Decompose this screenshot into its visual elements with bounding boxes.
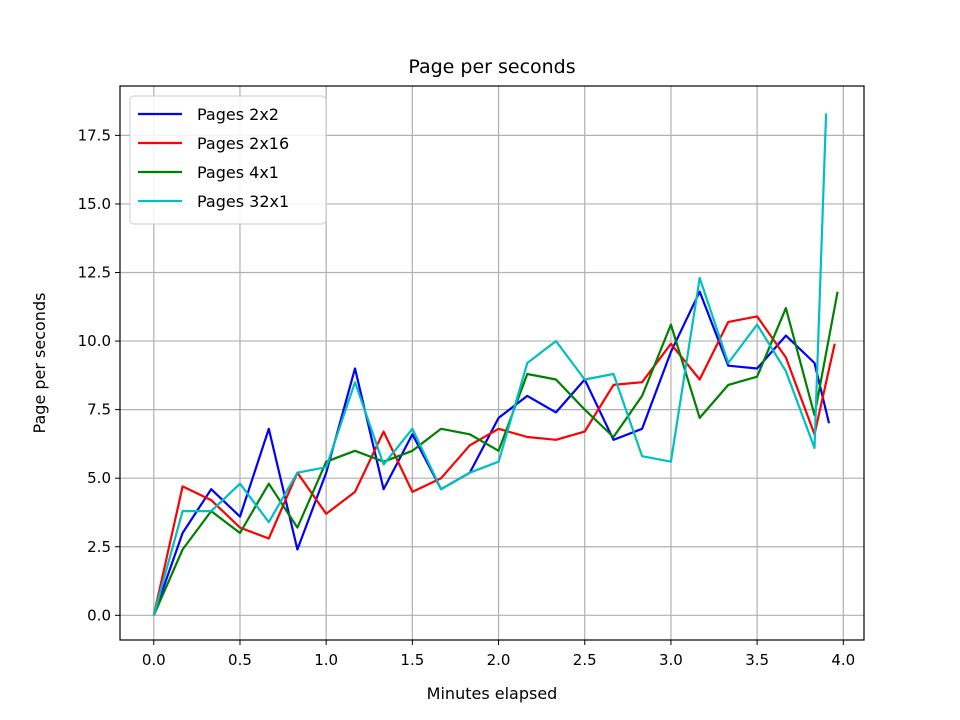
x-tick-label: 4.0 xyxy=(831,651,855,669)
legend: Pages 2x2 Pages 2x16 Pages 4x1 Pages 32x1 xyxy=(129,95,327,225)
legend-label: Pages 4x1 xyxy=(197,163,279,182)
y-tick-label: 2.5 xyxy=(87,538,111,556)
x-tick-label: 3.0 xyxy=(659,651,683,669)
y-tick-label: 10.0 xyxy=(78,332,111,350)
x-axis-ticks: 0.0 0.5 1.0 1.5 2.0 2.5 3.0 3.5 4.0 xyxy=(142,640,855,669)
x-tick-label: 0.5 xyxy=(228,651,252,669)
y-tick-label: 12.5 xyxy=(78,263,111,281)
x-tick-label: 2.0 xyxy=(487,651,511,669)
series-line-1 xyxy=(152,290,831,616)
x-axis-label: Minutes elapsed xyxy=(427,684,558,703)
x-tick-label: 2.5 xyxy=(573,651,597,669)
plot-frame xyxy=(119,85,865,641)
series-line-4 xyxy=(152,113,828,616)
legend-box xyxy=(129,95,327,225)
y-tick-label: 17.5 xyxy=(78,126,111,144)
chart-title: Page per seconds xyxy=(408,56,575,78)
y-tick-label: 15.0 xyxy=(78,195,111,213)
y-axis-ticks: 0.0 2.5 5.0 7.5 10.0 12.5 15.0 17.5 xyxy=(78,126,120,624)
x-tick-label: 0.0 xyxy=(142,651,166,669)
series-lines xyxy=(152,113,839,616)
x-tick-label: 3.5 xyxy=(745,651,769,669)
legend-label: Pages 2x16 xyxy=(197,134,289,153)
y-tick-label: 5.0 xyxy=(87,469,111,487)
y-axis-label: Page per seconds xyxy=(30,293,49,434)
x-tick-label: 1.5 xyxy=(400,651,424,669)
y-tick-label: 7.5 xyxy=(87,401,111,419)
legend-label: Pages 2x2 xyxy=(197,105,279,124)
series-line-2 xyxy=(152,315,836,616)
series-line-3 xyxy=(152,291,839,616)
y-tick-label: 0.0 xyxy=(87,606,111,624)
legend-label: Pages 32x1 xyxy=(197,192,289,211)
x-tick-label: 1.0 xyxy=(314,651,338,669)
